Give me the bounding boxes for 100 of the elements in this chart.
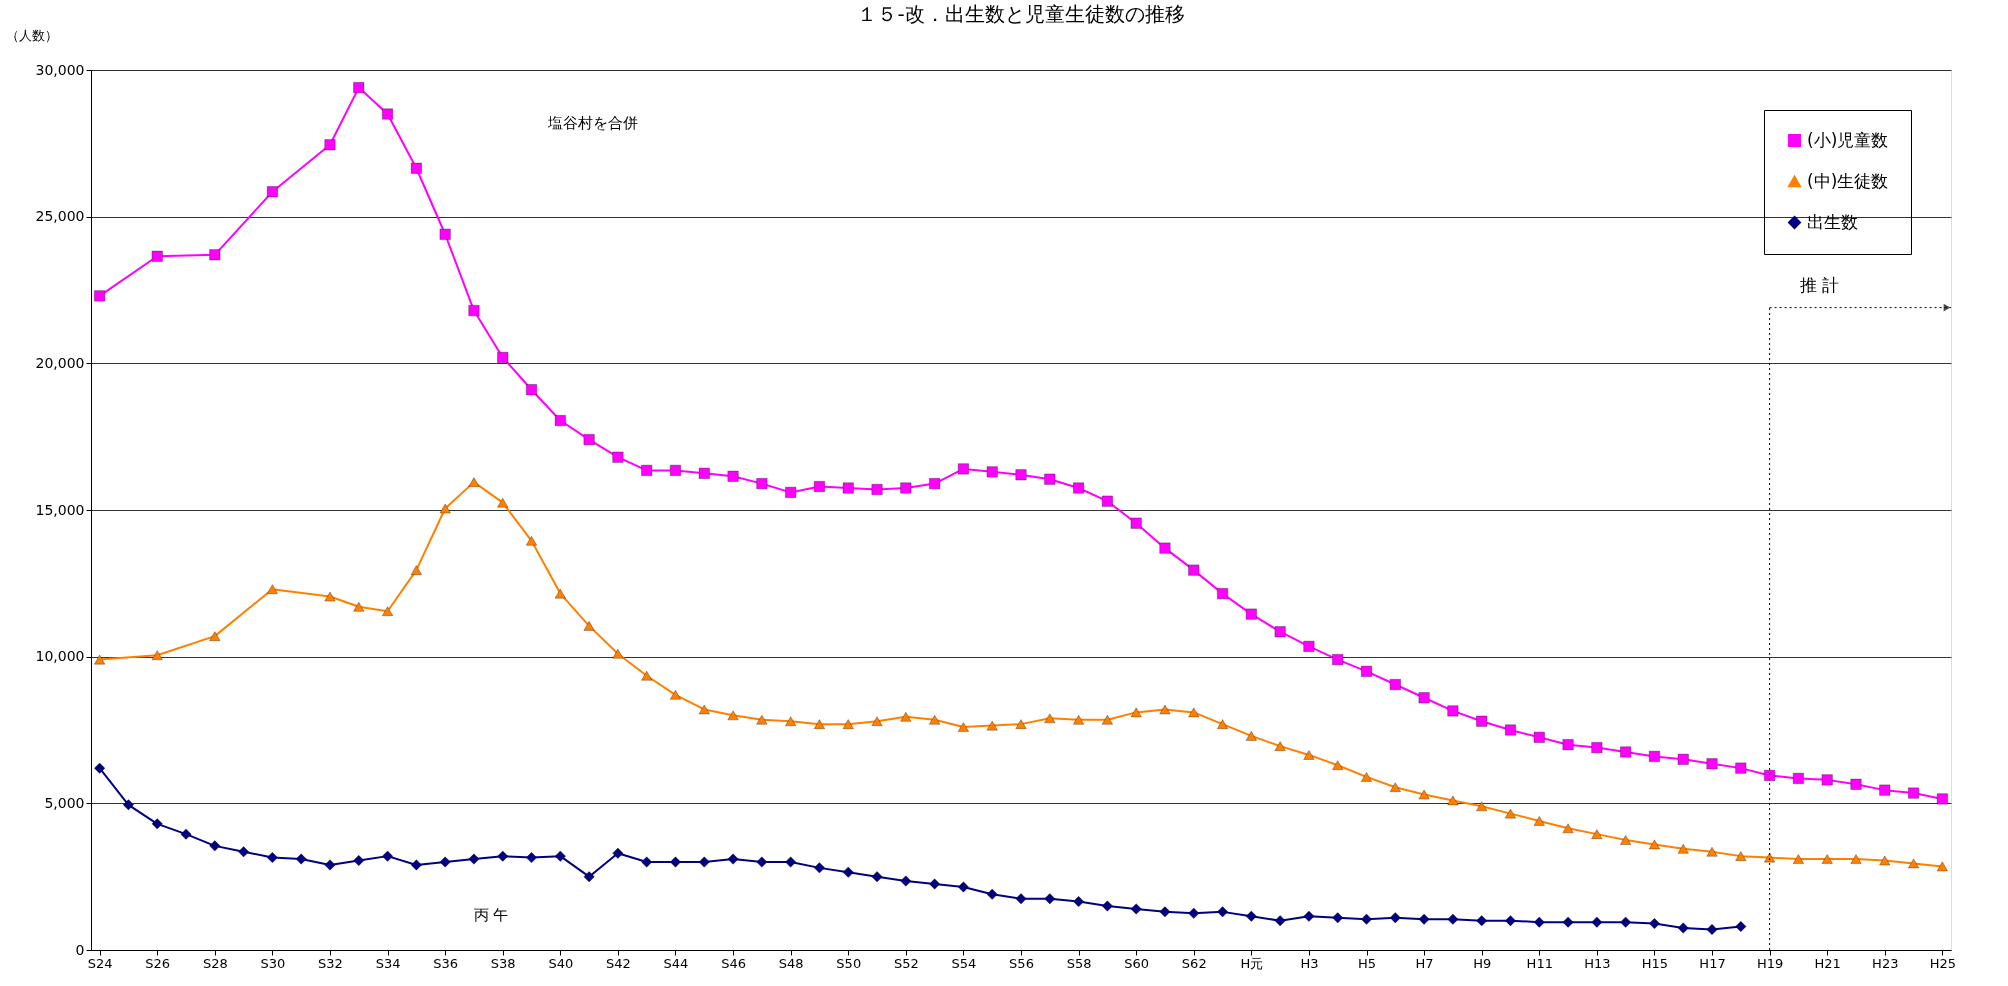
x-tick-label: H21	[1814, 955, 1841, 971]
point	[900, 875, 912, 887]
point	[1332, 912, 1344, 924]
x-tick-label: S34	[375, 955, 401, 971]
x-tick-label: S28	[202, 955, 228, 971]
point	[1274, 915, 1286, 927]
annotation: 丙 午	[473, 905, 509, 924]
point	[439, 856, 451, 868]
x-tick-label: S44	[663, 955, 689, 971]
point	[871, 871, 883, 883]
point	[1101, 900, 1113, 912]
point	[1649, 918, 1660, 929]
point	[1303, 910, 1315, 922]
point	[986, 888, 998, 900]
x-tick-label: H19	[1756, 955, 1784, 971]
y-tick-label: 5,000	[44, 794, 85, 811]
y-tick-label: 25,000	[35, 208, 85, 225]
x-tick-label: H23	[1872, 955, 1899, 971]
point	[670, 856, 681, 868]
x-tick-label: S54	[951, 955, 977, 971]
point	[238, 846, 249, 858]
point	[1591, 916, 1603, 928]
x-tick-label: S60	[1124, 955, 1150, 971]
point	[756, 856, 768, 868]
x-tick-label: S36	[433, 955, 459, 971]
x-tick-label: S32	[318, 955, 343, 971]
point	[526, 852, 537, 863]
point	[1476, 915, 1488, 927]
point	[554, 850, 566, 862]
x-tick-label: S56	[1009, 955, 1034, 971]
point	[1188, 907, 1200, 919]
x-tick-label: H元	[1240, 955, 1264, 971]
point	[1505, 915, 1516, 927]
x-tick-label: H13	[1584, 955, 1611, 971]
x-tick-label: S50	[836, 955, 862, 971]
x-tick-label: S58	[1066, 955, 1092, 971]
y-axis-title: （人数）	[5, 27, 58, 43]
x-tick-label: H17	[1699, 955, 1726, 971]
point	[1389, 912, 1401, 924]
point	[267, 852, 278, 863]
point	[727, 853, 739, 865]
point	[583, 871, 595, 883]
y-tick-label: 30,000	[35, 61, 85, 78]
legend-label: 出生数	[1807, 211, 1858, 232]
point	[151, 818, 163, 830]
point	[1735, 921, 1747, 932]
point	[612, 847, 624, 859]
point	[1533, 916, 1545, 928]
legend-label: (中)生徒数	[1807, 170, 1889, 191]
x-tick-label: H9	[1473, 955, 1492, 971]
x-tick-label: H5	[1357, 955, 1377, 971]
point	[209, 840, 221, 852]
point	[94, 762, 106, 774]
point	[1130, 903, 1142, 915]
x-tick-label: H15	[1641, 955, 1669, 971]
point	[1159, 906, 1171, 918]
y-tick-label: 10,000	[35, 648, 85, 665]
point	[698, 856, 710, 868]
x-tick-label: H3	[1300, 955, 1319, 971]
y-tick-label: 0	[75, 941, 85, 958]
point	[1677, 922, 1689, 934]
point	[1418, 913, 1430, 925]
x-tick-label: S24	[87, 955, 113, 971]
point	[295, 853, 307, 865]
x-tick-label: S62	[1181, 955, 1207, 971]
x-tick-label: S26	[145, 955, 171, 971]
point	[1015, 893, 1027, 905]
y-tick-label: 15,000	[35, 501, 85, 518]
point	[1073, 896, 1084, 907]
x-tick-label: S46	[721, 955, 746, 971]
annotation: 塩谷村を合併	[547, 113, 639, 132]
point	[180, 828, 192, 840]
ref-line-label: 推 計	[1799, 274, 1840, 295]
point	[1245, 910, 1257, 922]
point	[1361, 913, 1372, 925]
point	[382, 850, 393, 862]
point	[785, 856, 797, 868]
x-tick-label: H7	[1415, 955, 1434, 971]
x-tick-label: S38	[490, 955, 516, 971]
x-tick-label: S40	[548, 955, 574, 971]
point	[842, 866, 854, 878]
point	[1447, 913, 1459, 925]
point	[814, 862, 825, 874]
chart-title: １５-改．出生数と児童生徒数の推移	[857, 2, 1185, 26]
point	[1217, 906, 1228, 918]
y-tick-label: 20,000	[35, 354, 85, 371]
point	[410, 859, 422, 871]
point	[324, 859, 336, 871]
x-tick-label: H25	[1929, 955, 1957, 971]
point	[123, 799, 134, 811]
point	[929, 878, 941, 890]
point	[468, 853, 480, 865]
point	[1620, 916, 1632, 928]
x-tick-label: H11	[1526, 955, 1553, 971]
x-tick-label: S52	[893, 955, 919, 971]
point	[497, 850, 509, 862]
point	[353, 855, 365, 866]
point	[958, 881, 969, 893]
x-tick-label: S42	[606, 955, 631, 971]
point	[1044, 893, 1056, 905]
